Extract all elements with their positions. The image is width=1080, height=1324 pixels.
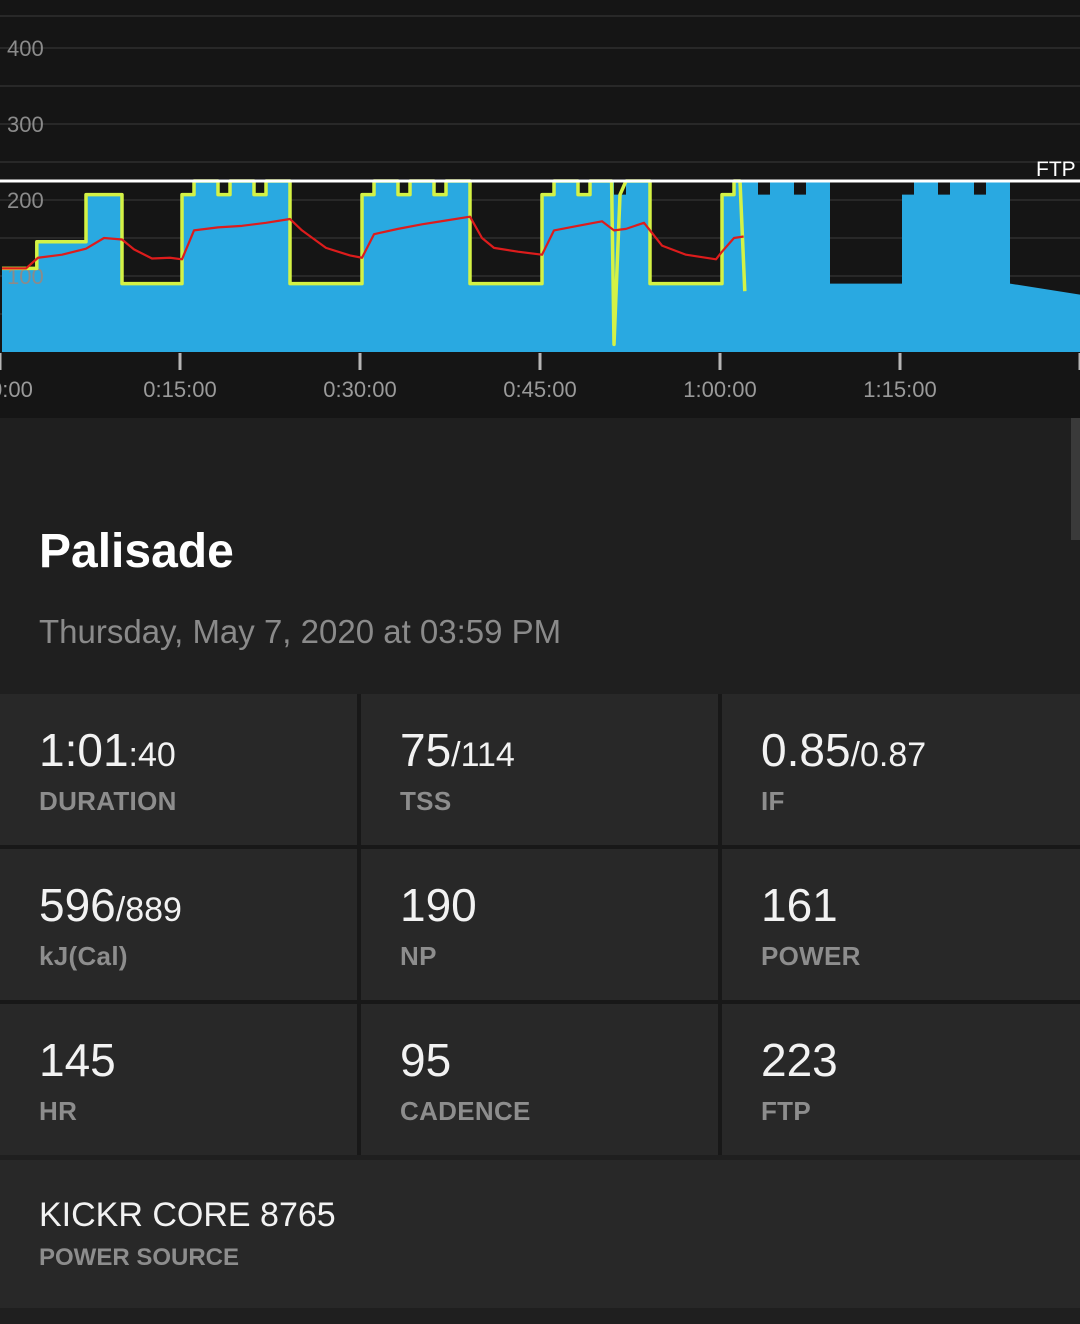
power-source-label: POWER SOURCE xyxy=(39,1244,240,1271)
stat-value: 1:01:40 xyxy=(39,724,176,776)
heart-rate-line xyxy=(2,215,744,270)
stats-grid: 1:01:40 DURATION 75/114 TSS 0.85/0.87 IF… xyxy=(0,694,1080,1155)
stat-value: 95 xyxy=(400,1034,452,1086)
y-tick-label: 300 xyxy=(7,112,44,137)
stat-label: POWER xyxy=(761,941,861,971)
scrollbar-thumb[interactable] xyxy=(1071,418,1080,540)
ride-title: Palisade xyxy=(39,525,234,578)
x-tick-label: 0:00 xyxy=(0,377,33,402)
stat-cadence: 95 CADENCE xyxy=(361,1004,718,1155)
stat-label: FTP xyxy=(761,1096,812,1126)
ride-header: Palisade Thursday, May 7, 2020 at 03:59 … xyxy=(39,522,561,652)
x-tick-label: 1:00:00 xyxy=(683,377,756,402)
x-tick-label: 0:30:00 xyxy=(323,377,396,402)
x-tick-label: 0:45:00 xyxy=(503,377,576,402)
stat-ftp: 223 FTP xyxy=(722,1004,1080,1155)
y-tick-label: 200 xyxy=(7,188,44,213)
power-source: KICKR CORE 8765 POWER SOURCE xyxy=(0,1160,1080,1308)
workout-chart-svg: 400300200100FTP0:000:15:000:30:000:45:00… xyxy=(0,15,1080,402)
workout-chart[interactable]: 400300200100FTP0:000:15:000:30:000:45:00… xyxy=(0,0,1080,418)
stat-value: 75/114 xyxy=(400,724,515,776)
stat-hr: 145 HR xyxy=(0,1004,357,1155)
stat-value: 223 xyxy=(761,1034,838,1086)
y-tick-label: 400 xyxy=(7,36,44,61)
x-tick-label: 1:30 xyxy=(1079,377,1080,402)
stat-value: 161 xyxy=(761,879,838,931)
stat-label: NP xyxy=(400,941,437,971)
stat-duration: 1:01:40 DURATION xyxy=(0,694,357,845)
stat-label: IF xyxy=(761,786,785,816)
stat-label: TSS xyxy=(400,786,452,816)
stat-label: CADENCE xyxy=(400,1096,531,1126)
power-line xyxy=(2,179,747,347)
ftp-line-label: FTP xyxy=(1036,158,1076,181)
stat-label: DURATION xyxy=(39,786,177,816)
x-tick-label: 1:15:00 xyxy=(863,377,936,402)
power-source-name: KICKR CORE 8765 xyxy=(39,1196,336,1234)
stat-power: 161 POWER xyxy=(722,849,1080,1000)
ride-date: Thursday, May 7, 2020 at 03:59 PM xyxy=(39,613,562,650)
stat-value: 0.85/0.87 xyxy=(761,724,927,776)
stat-label: HR xyxy=(39,1096,78,1126)
stat-if: 0.85/0.87 IF xyxy=(722,694,1080,845)
stat-value: 596/889 xyxy=(39,879,182,931)
stat-label: kJ(Cal) xyxy=(39,941,128,971)
stat-value: 145 xyxy=(39,1034,116,1086)
stat-tss: 75/114 TSS xyxy=(361,694,718,845)
stat-value: 190 xyxy=(400,879,477,931)
x-tick-label: 0:15:00 xyxy=(143,377,216,402)
stat-kj: 596/889 kJ(Cal) xyxy=(0,849,357,1000)
target-power-area xyxy=(2,181,1080,352)
stat-np: 190 NP xyxy=(361,849,718,1000)
